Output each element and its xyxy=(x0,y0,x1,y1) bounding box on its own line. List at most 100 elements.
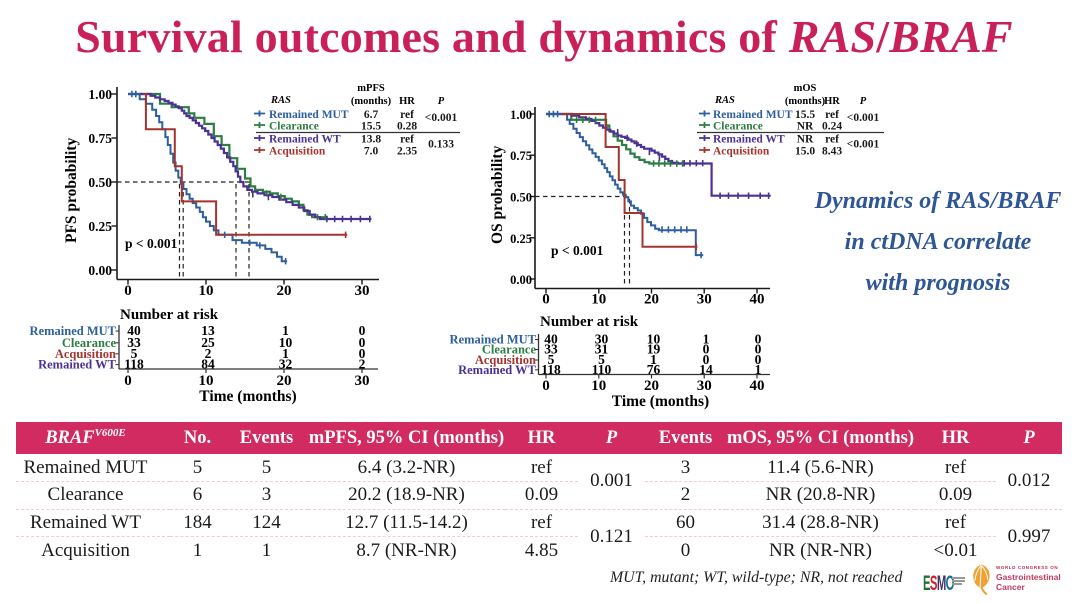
svg-text:0.75: 0.75 xyxy=(88,131,112,146)
svg-text:Clearance: Clearance xyxy=(482,343,537,357)
svg-text:0: 0 xyxy=(755,352,762,367)
svg-text:PFS probability: PFS probability xyxy=(63,138,80,243)
svg-text:ref: ref xyxy=(400,109,414,121)
svg-text:P: P xyxy=(860,96,867,107)
svg-text:6.7: 6.7 xyxy=(364,109,379,121)
svg-text:p < 0.001: p < 0.001 xyxy=(125,236,178,251)
svg-text:118: 118 xyxy=(124,357,144,372)
svg-text:Acquisition: Acquisition xyxy=(475,353,536,367)
svg-text:Remained MUT: Remained MUT xyxy=(713,109,793,121)
svg-text:20: 20 xyxy=(277,373,292,389)
svg-text:30: 30 xyxy=(355,373,370,389)
svg-text:32: 32 xyxy=(279,357,293,372)
svg-text:20: 20 xyxy=(644,292,659,308)
svg-text:0: 0 xyxy=(542,378,550,394)
svg-text:<0.001: <0.001 xyxy=(847,139,880,151)
svg-text:ref: ref xyxy=(825,109,839,121)
svg-text:76: 76 xyxy=(647,362,661,377)
svg-text:OS probability: OS probability xyxy=(489,145,506,244)
svg-text:25: 25 xyxy=(201,335,215,350)
svg-text:0: 0 xyxy=(124,283,132,299)
svg-text:NR: NR xyxy=(797,134,814,146)
svg-text:7.0: 7.0 xyxy=(364,146,379,158)
svg-text:Remained WT: Remained WT xyxy=(713,134,785,146)
svg-text:30: 30 xyxy=(355,283,370,299)
svg-text:10: 10 xyxy=(199,283,214,299)
svg-text:10: 10 xyxy=(647,332,661,347)
svg-text:40: 40 xyxy=(750,292,765,308)
svg-text:0.00: 0.00 xyxy=(88,263,112,278)
svg-text:0: 0 xyxy=(703,342,710,357)
svg-text:5: 5 xyxy=(131,346,138,361)
svg-text:0.50: 0.50 xyxy=(510,191,532,205)
svg-text:Clearance: Clearance xyxy=(62,336,117,350)
svg-text:HR: HR xyxy=(824,96,840,107)
svg-text:0.25: 0.25 xyxy=(88,219,112,234)
svg-text:Remained WT: Remained WT xyxy=(269,134,341,146)
svg-text:0.25: 0.25 xyxy=(510,232,532,246)
svg-text:Remained MUT: Remained MUT xyxy=(30,324,117,338)
svg-text:13.8: 13.8 xyxy=(361,134,381,146)
svg-text:0: 0 xyxy=(755,342,762,357)
svg-text:2: 2 xyxy=(359,357,366,372)
svg-text:30: 30 xyxy=(697,292,712,308)
svg-text:mOS: mOS xyxy=(794,83,817,94)
svg-text:0.50: 0.50 xyxy=(88,175,112,190)
svg-text:1.00: 1.00 xyxy=(510,108,532,122)
svg-text:8.43: 8.43 xyxy=(822,146,842,158)
svg-text:30: 30 xyxy=(595,332,609,347)
svg-text:19: 19 xyxy=(647,342,661,357)
svg-text:20: 20 xyxy=(644,378,659,394)
svg-text:NR: NR xyxy=(797,121,814,133)
svg-text:33: 33 xyxy=(127,335,141,350)
svg-text:(months): (months) xyxy=(785,96,826,107)
svg-text:P: P xyxy=(438,96,445,107)
svg-text:0: 0 xyxy=(359,335,366,350)
svg-text:Acquisition: Acquisition xyxy=(55,347,116,361)
svg-text:10: 10 xyxy=(591,378,606,394)
svg-text:0.00: 0.00 xyxy=(510,273,532,287)
svg-text:Number at risk: Number at risk xyxy=(540,314,639,330)
svg-text:0.133: 0.133 xyxy=(428,139,454,151)
svg-text:1: 1 xyxy=(755,362,762,377)
svg-text:1: 1 xyxy=(650,352,657,367)
svg-text:HR: HR xyxy=(399,96,415,107)
svg-text:Time (months): Time (months) xyxy=(612,393,709,410)
svg-text:0: 0 xyxy=(703,352,710,367)
svg-text:110: 110 xyxy=(592,362,612,377)
svg-text:5: 5 xyxy=(598,352,605,367)
svg-text:<0.001: <0.001 xyxy=(425,112,458,124)
svg-text:0.75: 0.75 xyxy=(510,149,532,163)
svg-text:1: 1 xyxy=(282,346,289,361)
svg-text:Clearance: Clearance xyxy=(269,121,319,133)
svg-text:0.28: 0.28 xyxy=(397,121,417,133)
svg-text:15.5: 15.5 xyxy=(795,109,815,121)
svg-text:40: 40 xyxy=(127,323,141,338)
svg-text:15.5: 15.5 xyxy=(361,121,381,133)
svg-text:p < 0.001: p < 0.001 xyxy=(551,243,604,258)
svg-text:1.00: 1.00 xyxy=(88,87,112,102)
svg-text:0: 0 xyxy=(124,373,132,389)
svg-text:0: 0 xyxy=(359,346,366,361)
svg-text:0: 0 xyxy=(359,323,366,338)
svg-text:10: 10 xyxy=(199,373,214,389)
svg-text:Remained MUT: Remained MUT xyxy=(450,333,537,347)
svg-text:2.35: 2.35 xyxy=(397,146,417,158)
svg-text:ref: ref xyxy=(400,134,414,146)
svg-text:2: 2 xyxy=(205,346,212,361)
svg-text:Remained MUT: Remained MUT xyxy=(269,109,349,121)
svg-text:mPFS: mPFS xyxy=(357,83,385,94)
svg-text:13: 13 xyxy=(201,323,215,338)
svg-text:Time (months): Time (months) xyxy=(199,388,296,405)
svg-text:Acquisition: Acquisition xyxy=(713,146,770,158)
svg-text:1: 1 xyxy=(282,323,289,338)
svg-text:(months): (months) xyxy=(351,96,392,107)
svg-text:0.24: 0.24 xyxy=(822,121,842,133)
svg-text:RAS: RAS xyxy=(714,95,735,106)
svg-text:10: 10 xyxy=(279,335,293,350)
svg-text:1: 1 xyxy=(703,332,710,347)
svg-text:Acquisition: Acquisition xyxy=(269,146,326,158)
svg-text:40: 40 xyxy=(544,332,558,347)
svg-text:20: 20 xyxy=(277,283,292,299)
svg-text:14: 14 xyxy=(699,362,713,377)
